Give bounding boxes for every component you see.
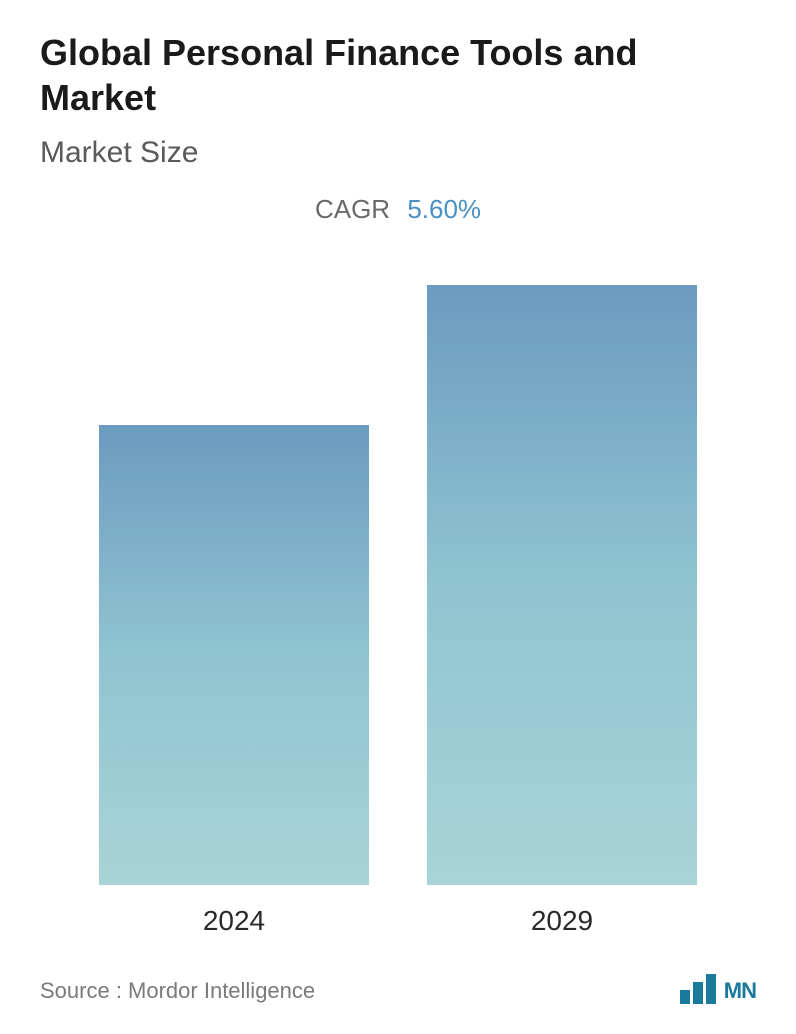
chart-subtitle: Market Size bbox=[40, 136, 756, 170]
logo-bar bbox=[706, 974, 716, 1004]
cagr-label: CAGR bbox=[315, 194, 390, 224]
mordor-logo: MN bbox=[680, 974, 756, 1004]
logo-text: MN bbox=[724, 978, 756, 1004]
logo-bars-icon bbox=[680, 974, 716, 1004]
bar-group bbox=[422, 285, 702, 885]
chart-footer: Source : Mordor Intelligence MN bbox=[40, 974, 756, 1004]
bar-chart bbox=[40, 265, 756, 885]
cagr-row: CAGR 5.60% bbox=[40, 194, 756, 225]
chart-title: Global Personal Finance Tools and Market bbox=[40, 30, 756, 120]
bar-group bbox=[94, 425, 374, 885]
bar-2029 bbox=[427, 285, 697, 885]
bar-2024 bbox=[99, 425, 369, 885]
x-label: 2029 bbox=[422, 905, 702, 937]
source-attribution: Source : Mordor Intelligence bbox=[40, 978, 315, 1004]
x-label: 2024 bbox=[94, 905, 374, 937]
x-axis-labels: 2024 2029 bbox=[40, 885, 756, 937]
logo-bar bbox=[693, 982, 703, 1004]
logo-bar bbox=[680, 990, 690, 1004]
cagr-value: 5.60% bbox=[407, 194, 481, 224]
